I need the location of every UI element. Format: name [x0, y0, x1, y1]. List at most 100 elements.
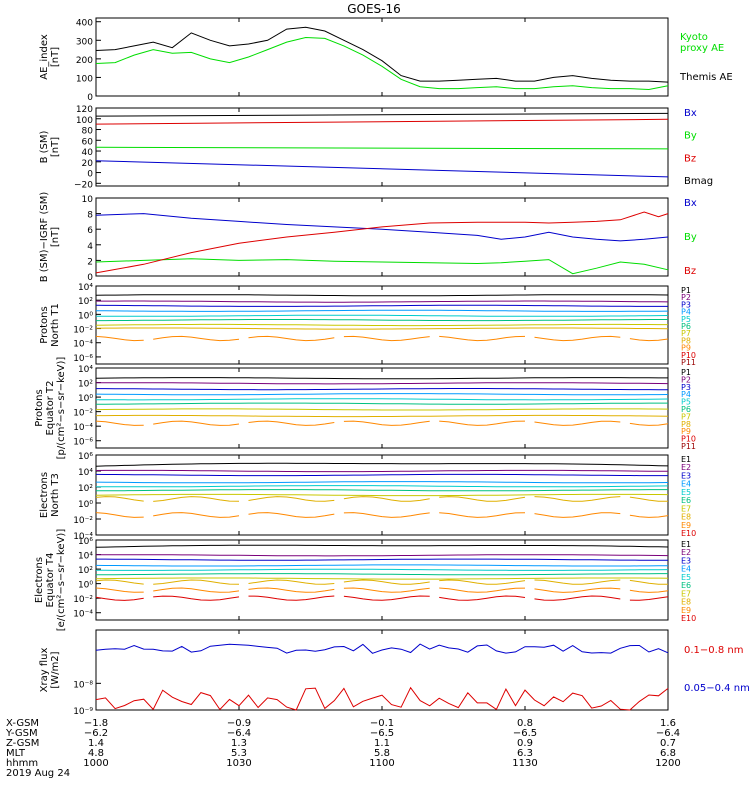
- xaxis-tick-label: 6.3: [517, 748, 533, 759]
- series-line-E7: [95, 493, 669, 497]
- series-line-E3: [95, 473, 668, 477]
- legend-E8: E8: [681, 598, 691, 607]
- legend-E5: E5: [681, 488, 691, 497]
- series-line-E1: [95, 544, 669, 548]
- legend-P5: P5: [681, 398, 691, 407]
- xaxis-tick-label: 1030: [226, 758, 251, 769]
- y-tick-label: 10⁻⁴: [73, 610, 93, 620]
- xaxis-tick-label: −0.1: [370, 718, 394, 729]
- legend-E7: E7: [681, 504, 691, 513]
- y-tick-label: 10⁻²: [73, 595, 93, 605]
- y-tick-label: 10⁻⁶: [73, 354, 93, 364]
- series-line-P7: [95, 323, 668, 327]
- series-line-P8: [96, 414, 669, 418]
- legend-E10: E10: [681, 529, 696, 538]
- y-tick-label: 0: [87, 273, 93, 283]
- y-tick-label: 120: [76, 105, 93, 115]
- panel-6-ylabel: North T3: [50, 473, 61, 517]
- legend-P5: P5: [681, 315, 691, 324]
- legend-P6: P6: [681, 322, 691, 331]
- y-tick-label: 10⁴: [78, 468, 93, 478]
- legend-Bx: Bx: [684, 198, 697, 209]
- series-line-E8: [95, 579, 669, 585]
- panel-8-ylabel: [W/m2]: [50, 651, 61, 688]
- legend-P9: P9: [681, 427, 691, 436]
- legend-E3: E3: [681, 471, 691, 480]
- legend-P7: P7: [681, 329, 691, 338]
- panel-3-ylabel: B (SM)−IGRF (SM): [39, 192, 50, 283]
- legend-E3: E3: [681, 556, 691, 565]
- legend-E4: E4: [681, 480, 691, 489]
- legend-E1: E1: [681, 540, 691, 549]
- y-tick-label: 6: [87, 226, 93, 236]
- xaxis-tick-label: 0.9: [517, 738, 533, 749]
- xaxis-tick-label: −6.4: [227, 728, 251, 739]
- legend-Themis-AE: Themis AE: [679, 72, 733, 83]
- series-line-P1: [95, 294, 669, 297]
- series-line-0.05−0.4 nm: [95, 643, 669, 654]
- legend-Kyoto-proxy-AE: Kyoto: [680, 32, 708, 43]
- panel-8-frame: [95, 629, 669, 711]
- series-line-E6: [96, 489, 668, 492]
- panel-5-frame: [95, 367, 669, 449]
- legend-E9: E9: [681, 521, 691, 530]
- xaxis-tick-label: 1.3: [231, 738, 247, 749]
- series-line-P5: [95, 314, 669, 317]
- y-tick-label: 20: [82, 159, 94, 169]
- legend-P10: P10: [681, 435, 696, 444]
- y-tick-label: 10⁶: [78, 537, 93, 547]
- series-line-P7: [95, 408, 669, 411]
- legend-P4: P4: [681, 308, 691, 317]
- series-line-E9: [95, 587, 669, 593]
- legend-Bz: Bz: [684, 153, 696, 164]
- xaxis-tick-label: 0.8: [517, 718, 533, 729]
- series-line-P4: [95, 393, 669, 396]
- legend-0.1−0.8 nm: 0.1−0.8 nm: [684, 645, 743, 656]
- xaxis-row-label: Y-GSM: [5, 728, 38, 739]
- panel-7-ylabel: [e/(cm²−s−sr−keV)]: [56, 529, 67, 632]
- xaxis-tick-label: −6.2: [84, 728, 108, 739]
- series-line-P6: [96, 319, 668, 322]
- panel-1-ylabel: AE_index: [39, 34, 50, 80]
- y-tick-label: 8: [87, 211, 93, 221]
- xaxis-tick-label: 0.7: [660, 738, 676, 749]
- y-tick-label: 10⁻⁴: [73, 423, 93, 433]
- xaxis-tick-label: 4.8: [88, 748, 104, 759]
- xaxis-tick-label: −6.5: [513, 728, 537, 739]
- series-line-E6: [96, 573, 668, 576]
- xaxis-tick-label: 1130: [512, 758, 537, 769]
- xaxis-row-label: Z-GSM: [6, 738, 39, 749]
- legend-P1: P1: [681, 368, 691, 377]
- y-tick-label: 40: [82, 148, 94, 158]
- series-line-Bz: [95, 118, 669, 125]
- panel-2-ylabel: [nT]: [50, 137, 61, 157]
- legend-P11: P11: [681, 442, 696, 451]
- y-tick-label: 10⁻⁶: [73, 438, 93, 448]
- chart-title: GOES-16: [347, 2, 401, 16]
- legend-P7: P7: [681, 412, 691, 421]
- series-line-Bx: [95, 213, 669, 242]
- xaxis-tick-label: 1.6: [660, 718, 676, 729]
- series-line-0.1−0.8 nm: [95, 686, 669, 711]
- legend-E6: E6: [681, 496, 691, 505]
- series-line-P2: [96, 300, 669, 303]
- series-line-By: [95, 146, 669, 150]
- legend-P2: P2: [681, 375, 691, 384]
- y-tick-label: 10⁻⁴: [73, 532, 93, 542]
- panel-6-ylabel: Electrons: [39, 472, 50, 518]
- panel-1-frame: [95, 17, 669, 97]
- legend-E2: E2: [681, 463, 691, 472]
- y-tick-label: 4: [87, 242, 93, 252]
- series-line-P2: [95, 382, 669, 385]
- legend-P6: P6: [681, 405, 691, 414]
- xaxis-tick-label: 1.4: [88, 738, 104, 749]
- series-line-E4: [95, 564, 668, 567]
- y-tick-label: 10⁻²: [73, 516, 93, 526]
- y-tick-label: 400: [76, 19, 93, 29]
- y-tick-label: 0: [87, 93, 93, 103]
- xaxis-tick-label: −6.5: [370, 728, 394, 739]
- legend-Bmag: Bmag: [684, 176, 713, 187]
- series-line-P9: [95, 335, 669, 342]
- panel-3-ylabel: [nT]: [50, 227, 61, 247]
